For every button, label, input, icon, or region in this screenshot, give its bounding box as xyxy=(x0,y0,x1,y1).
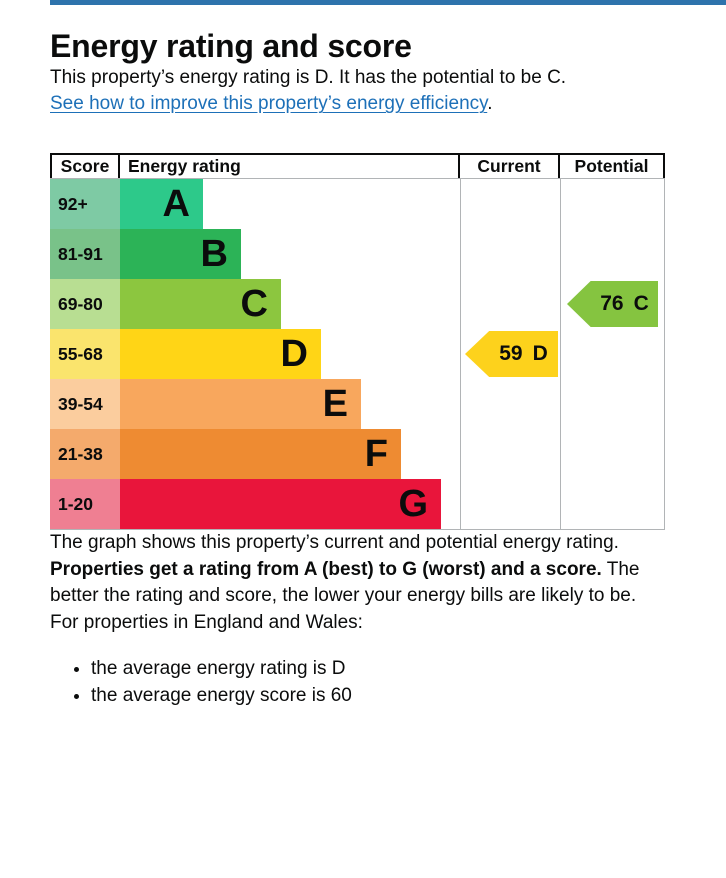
average-rating-item: the average energy rating is D xyxy=(91,656,666,682)
band-letter-g: G xyxy=(398,483,428,526)
band-row-g: 1-20 G xyxy=(50,479,460,530)
rating-bands: 92+ A 81-91 B 69-8 xyxy=(50,179,460,530)
current-column: 59 D xyxy=(460,179,560,530)
score-range-a: 92+ xyxy=(50,179,120,230)
score-range-b: 81-91 xyxy=(50,229,120,280)
band-letter-b: B xyxy=(200,233,228,276)
band-row-b: 81-91 B xyxy=(50,229,460,280)
rating-explanation: Properties get a rating from A (best) to… xyxy=(50,557,666,610)
band-letter-d: D xyxy=(280,333,308,376)
rating-explanation-bold: Properties get a rating from A (best) to… xyxy=(50,558,602,580)
chart-caption: The graph shows this property’s current … xyxy=(50,532,619,554)
score-range-e: 39-54 xyxy=(50,379,120,430)
band-bar-a: A xyxy=(120,179,203,230)
potential-column: 76 C xyxy=(560,179,665,530)
score-range-f: 21-38 xyxy=(50,429,120,480)
band-letter-a: A xyxy=(162,183,190,226)
current-rating-letter: D xyxy=(532,342,548,366)
page-accent-bar xyxy=(50,0,726,5)
band-row-a: 92+ A xyxy=(50,179,460,230)
band-row-f: 21-38 F xyxy=(50,429,460,480)
potential-score: 76 xyxy=(600,292,624,316)
average-stats-list: the average energy rating is D the avera… xyxy=(50,656,666,708)
band-bar-g: G xyxy=(120,479,441,530)
band-row-e: 39-54 E xyxy=(50,379,460,430)
energy-rating-chart: Score Energy rating Current Potential 92… xyxy=(50,153,665,531)
potential-rating-letter: C xyxy=(633,292,649,316)
improve-link-line: See how to improve this property’s energ… xyxy=(50,91,666,118)
score-range-g: 1-20 xyxy=(50,479,120,530)
band-bar-c: C xyxy=(120,279,281,330)
rating-summary-text: This property’s energy rating is D. It h… xyxy=(50,66,567,88)
band-bar-e: E xyxy=(120,379,361,430)
score-range-c: 69-80 xyxy=(50,279,120,330)
band-letter-e: E xyxy=(322,383,348,426)
band-bar-f: F xyxy=(120,429,401,480)
current-rating-marker: 59 D xyxy=(465,331,558,378)
improve-efficiency-link[interactable]: See how to improve this property’s energ… xyxy=(50,93,488,115)
potential-rating-marker: 76 C xyxy=(567,281,658,328)
rating-explanation-rest: The better the rating and score, the low… xyxy=(50,558,640,607)
band-row-c: 69-80 C xyxy=(50,279,460,330)
page-title: Energy rating and score xyxy=(50,28,412,64)
header-score: Score xyxy=(50,155,120,179)
band-row-d: 55-68 D xyxy=(50,329,460,380)
score-range-d: 55-68 xyxy=(50,329,120,380)
band-bar-d: D xyxy=(120,329,321,380)
header-energy-rating: Energy rating xyxy=(120,155,460,179)
chart-body: 92+ A 81-91 B 69-8 xyxy=(50,179,665,531)
header-current: Current xyxy=(460,155,560,179)
region-line: For properties in England and Wales: xyxy=(50,611,363,633)
header-potential: Potential xyxy=(560,155,665,179)
chart-header-row: Score Energy rating Current Potential xyxy=(50,153,665,180)
average-score-item: the average energy score is 60 xyxy=(91,683,666,709)
band-letter-c: C xyxy=(240,283,268,326)
main-content: Energy rating and score This property’s … xyxy=(50,5,666,709)
band-bar-b: B xyxy=(120,229,241,280)
link-suffix: . xyxy=(487,93,493,115)
current-score: 59 xyxy=(499,342,523,366)
band-letter-f: F xyxy=(364,433,388,476)
